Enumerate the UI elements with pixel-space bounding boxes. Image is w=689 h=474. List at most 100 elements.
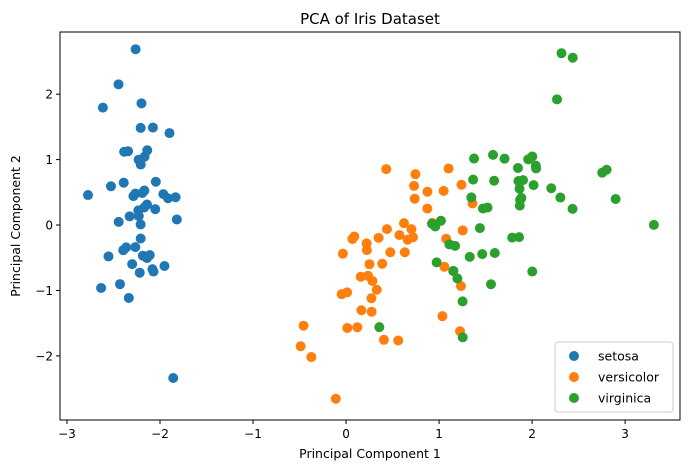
- y-tick-label: −1: [35, 284, 53, 298]
- versicolor-point: [385, 247, 396, 258]
- virginica-point: [610, 193, 621, 204]
- virginica-point: [567, 203, 578, 214]
- legend-label-versicolor: versicolor: [598, 370, 660, 385]
- versicolor-point: [349, 231, 360, 242]
- setosa-point: [135, 219, 146, 230]
- virginica-point: [514, 232, 525, 243]
- versicolor-point: [364, 259, 375, 270]
- virginica-point: [477, 249, 488, 260]
- setosa-point: [97, 102, 108, 113]
- versicolor-point: [443, 163, 454, 174]
- legend: setosa versicolor virginica: [554, 341, 674, 413]
- virginica-point: [514, 183, 525, 194]
- setosa-point: [115, 279, 125, 290]
- versicolor-point: [422, 186, 433, 197]
- virginica-point: [499, 153, 510, 164]
- setosa-point: [119, 146, 130, 157]
- setosa-point: [150, 204, 161, 215]
- versicolor-point: [399, 218, 409, 229]
- setosa-point: [96, 282, 107, 293]
- setosa-point: [148, 266, 159, 277]
- legend-box: [554, 341, 674, 413]
- setosa-point: [130, 44, 141, 55]
- versicolor-point: [342, 322, 353, 333]
- x-tick-label: −1: [244, 427, 262, 441]
- versicolor-point: [409, 193, 420, 204]
- versicolor-point: [410, 169, 421, 180]
- x-axis-label: Principal Component 1: [299, 446, 441, 461]
- versicolor-point: [456, 179, 467, 190]
- versicolor-point: [367, 275, 378, 286]
- setosa-point: [103, 251, 114, 262]
- versicolor-point: [306, 352, 317, 363]
- versicolor-point: [393, 335, 404, 346]
- x-axis: −3 −2 −1 0 1 2 3: [58, 420, 629, 441]
- legend-label-setosa: setosa: [598, 349, 639, 364]
- versicolor-point: [378, 334, 389, 345]
- setosa-point: [168, 372, 179, 383]
- virginica-point: [527, 151, 538, 162]
- virginica-point: [546, 183, 557, 194]
- virginica-point: [452, 273, 463, 284]
- setosa-point: [118, 177, 129, 188]
- y-tick-label: 0: [45, 219, 53, 233]
- x-tick-label: −2: [151, 427, 169, 441]
- setosa-point: [144, 250, 155, 261]
- virginica-point: [430, 221, 441, 232]
- virginica-point: [489, 175, 500, 186]
- virginica-point: [457, 296, 468, 307]
- virginica-point: [469, 153, 480, 164]
- legend-marker-versicolor: [569, 372, 579, 382]
- y-axis-label: Principal Component 2: [8, 155, 23, 297]
- virginica-point: [601, 164, 612, 175]
- versicolor-point: [455, 281, 466, 292]
- legend-marker-setosa: [569, 351, 579, 361]
- virginica-point: [468, 174, 479, 185]
- virginica-point: [474, 223, 485, 234]
- versicolor-point: [298, 320, 309, 331]
- setosa-point: [130, 242, 141, 253]
- virginica-point: [555, 192, 566, 203]
- virginica-point: [648, 219, 659, 230]
- chart-title: PCA of Iris Dataset: [300, 10, 440, 28]
- setosa-point: [105, 181, 116, 192]
- virginica-point: [527, 266, 538, 277]
- setosa-point: [135, 233, 146, 244]
- setosa-point: [164, 128, 175, 139]
- virginica-point: [556, 48, 567, 59]
- setosa-point: [139, 185, 150, 196]
- setosa-point: [150, 176, 161, 187]
- points-layer: [83, 44, 659, 404]
- versicolor-point: [399, 247, 410, 258]
- setosa-point: [113, 216, 124, 227]
- x-tick-label: 0: [342, 427, 350, 441]
- versicolor-point: [457, 225, 468, 236]
- setosa-point: [158, 189, 169, 200]
- virginica-point: [528, 180, 539, 191]
- versicolor-point: [366, 306, 377, 317]
- setosa-point: [170, 192, 181, 203]
- virginica-point: [466, 192, 477, 203]
- virginica-point: [512, 162, 523, 173]
- y-tick-label: −2: [35, 349, 53, 363]
- plot-frame: [59, 31, 681, 421]
- versicolor-point: [336, 289, 347, 300]
- versicolor-point: [371, 284, 382, 295]
- versicolor-point: [394, 230, 405, 241]
- virginica-point: [444, 239, 455, 250]
- legend-label-virginica: virginica: [598, 391, 651, 406]
- x-tick-label: −3: [58, 427, 76, 441]
- setosa-point: [171, 214, 182, 225]
- versicolor-point: [409, 180, 420, 191]
- virginica-point: [431, 257, 442, 268]
- virginica-point: [552, 94, 563, 105]
- virginica-point: [374, 322, 385, 333]
- y-axis: −2 −1 0 1 2: [35, 88, 60, 363]
- virginica-point: [518, 175, 529, 186]
- versicolor-point: [377, 258, 388, 269]
- virginica-point: [485, 279, 496, 290]
- setosa-point: [128, 191, 139, 202]
- versicolor-point: [361, 245, 372, 256]
- setosa-point: [134, 267, 145, 278]
- versicolor-point: [381, 224, 392, 235]
